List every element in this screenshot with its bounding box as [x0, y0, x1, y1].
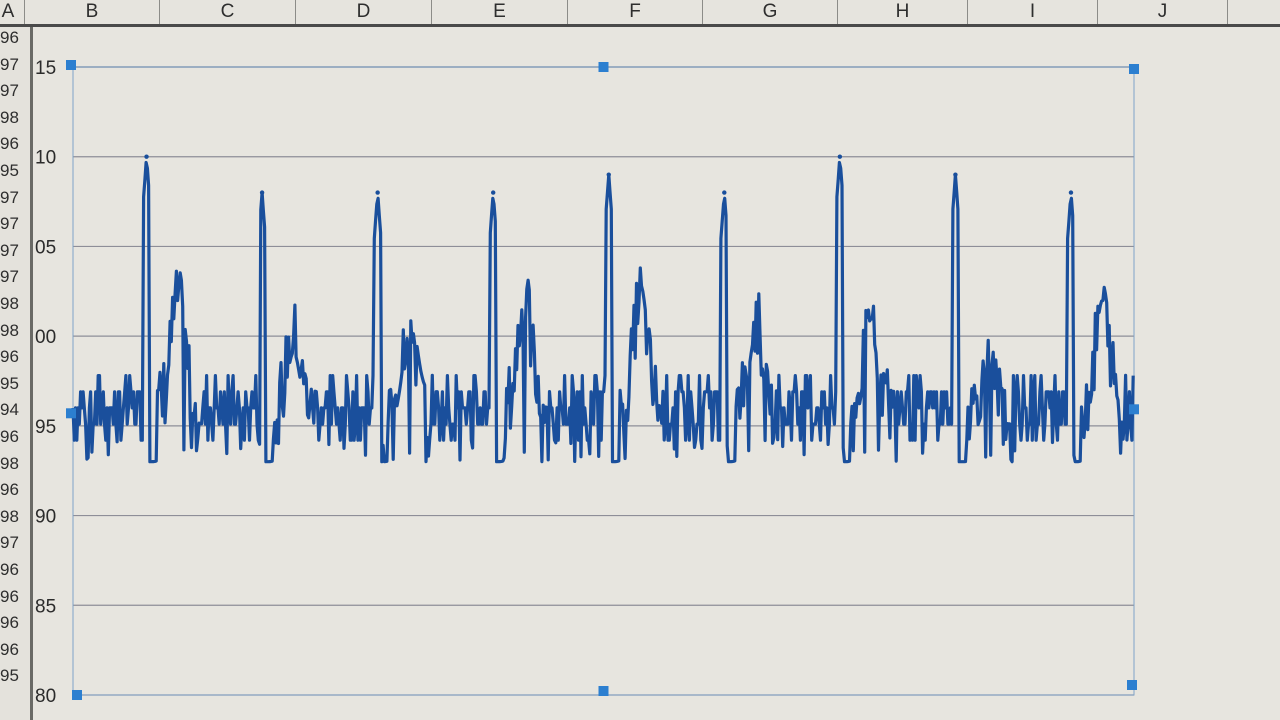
column-header-j[interactable]: J — [1098, 0, 1228, 24]
column-header-d[interactable]: D — [296, 0, 432, 24]
y-tick-label: 05 — [35, 237, 56, 258]
row-header[interactable]: 96 — [0, 613, 19, 633]
row-header[interactable]: 97 — [0, 187, 19, 207]
column-header-b[interactable]: B — [25, 0, 160, 24]
row-header[interactable]: 96 — [0, 427, 19, 446]
column-header-a[interactable]: A — [0, 0, 25, 24]
column-header-g[interactable]: G — [703, 0, 838, 24]
chart-resize-handle[interactable] — [1127, 680, 1137, 690]
chart-resize-handle[interactable] — [72, 690, 82, 700]
row-header[interactable]: 96 — [0, 639, 19, 659]
r-peak-point — [375, 190, 380, 195]
row-header[interactable]: 97 — [0, 81, 19, 101]
y-tick-label: 15 — [35, 58, 56, 79]
r-peak-point — [259, 190, 265, 195]
row-header[interactable]: 95 — [0, 161, 19, 180]
column-header-c[interactable]: C — [160, 0, 296, 24]
y-tick-label: 85 — [35, 596, 56, 617]
chart-area[interactable]: 15 10 05 00 95 90 85 80 — [33, 27, 1280, 720]
series-line[interactable] — [71, 160, 1135, 464]
r-peak-point — [837, 154, 843, 159]
y-tick-label: 90 — [35, 507, 56, 528]
row-header[interactable]: 96 — [0, 586, 19, 606]
y-tick-label: 80 — [35, 686, 56, 707]
column-header-f[interactable]: F — [568, 0, 703, 24]
row-header[interactable]: 95 — [0, 666, 19, 686]
row-header[interactable]: 96 — [0, 560, 19, 579]
r-peak-point — [1068, 190, 1074, 195]
row-header[interactable]: 97 — [0, 214, 19, 234]
row-header[interactable]: 98 — [0, 107, 19, 127]
y-tick-label: 00 — [35, 327, 56, 348]
row-header[interactable]: 96 — [0, 347, 19, 367]
row-header[interactable]: 98 — [0, 320, 19, 340]
chart-resize-handle[interactable] — [598, 62, 609, 72]
row-header[interactable]: 98 — [0, 294, 19, 313]
column-header-i[interactable]: I — [968, 0, 1098, 24]
row-header[interactable]: 96 — [0, 480, 19, 500]
row-header[interactable]: 97 — [0, 533, 19, 553]
chart-resize-handle[interactable] — [598, 686, 609, 696]
row-header[interactable]: 94 — [0, 400, 19, 420]
column-header-h[interactable]: H — [838, 0, 968, 24]
row-header[interactable]: 95 — [0, 373, 19, 393]
y-tick-label: 10 — [35, 148, 56, 169]
r-peak-point — [490, 190, 496, 195]
r-peak-point — [606, 172, 611, 177]
row-header[interactable]: 97 — [0, 54, 19, 74]
y-tick-label: 95 — [35, 417, 56, 438]
chart-resize-handle[interactable] — [1129, 404, 1139, 415]
ecg-line-chart[interactable]: 15 10 05 00 95 90 85 80 — [33, 27, 1280, 720]
r-peak-point — [722, 190, 727, 195]
r-peak-point — [953, 172, 958, 177]
row-header[interactable]: 96 — [0, 28, 19, 47]
row-header[interactable]: 98 — [0, 453, 19, 473]
chart-resize-handle[interactable] — [66, 408, 76, 419]
column-header-e[interactable]: E — [432, 0, 568, 24]
row-header[interactable]: 96 — [0, 134, 19, 154]
row-header[interactable]: 97 — [0, 267, 19, 287]
chart-resize-handle[interactable] — [66, 60, 76, 70]
chart-resize-handle[interactable] — [1129, 64, 1139, 74]
row-header[interactable]: 97 — [0, 240, 19, 260]
r-peak-point — [144, 154, 149, 159]
row-header[interactable]: 98 — [0, 506, 19, 526]
row-header-bar: 96 97 97 98 96 95 97 97 97 97 98 98 96 95 94 96 98 96 98 97… — [0, 27, 33, 720]
